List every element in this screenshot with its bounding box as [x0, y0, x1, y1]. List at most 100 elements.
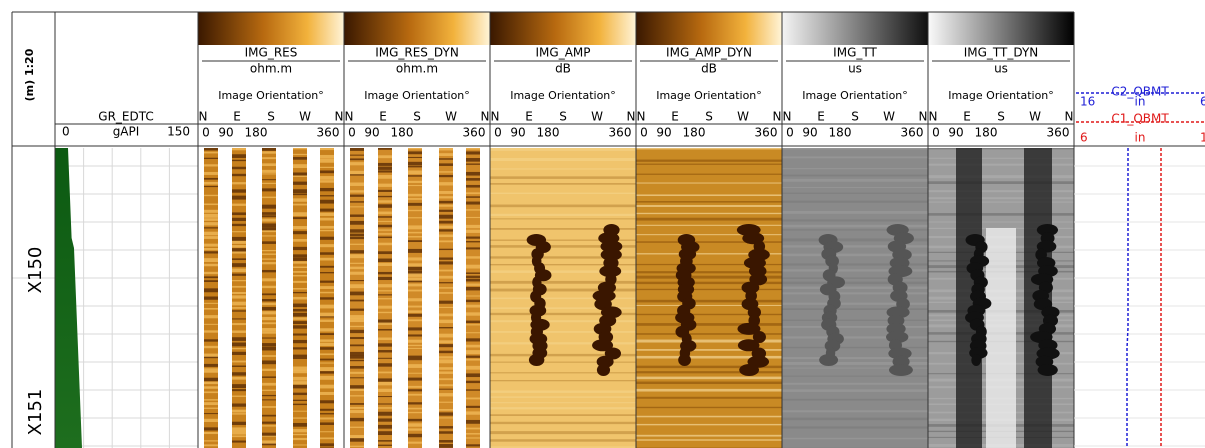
feature — [596, 364, 611, 376]
texture — [466, 171, 480, 176]
texture — [232, 236, 246, 241]
track-unit: ohm.m — [250, 62, 292, 76]
texture — [636, 205, 782, 207]
texture — [262, 425, 276, 427]
texture — [490, 320, 636, 323]
texture — [378, 170, 392, 173]
texture — [262, 253, 276, 255]
texture — [320, 154, 334, 159]
texture — [262, 435, 276, 437]
texture — [262, 258, 276, 260]
texture — [378, 200, 392, 203]
texture — [408, 263, 422, 267]
feature — [1037, 364, 1058, 376]
texture — [490, 312, 636, 316]
texture — [320, 431, 334, 433]
texture — [378, 440, 392, 442]
texture — [782, 174, 928, 177]
texture — [293, 410, 307, 412]
texture — [293, 325, 307, 329]
texture — [636, 355, 782, 359]
texture — [439, 229, 453, 232]
texture — [232, 263, 246, 267]
texture — [490, 192, 636, 194]
texture — [466, 397, 480, 400]
texture — [350, 250, 364, 254]
texture — [320, 212, 334, 216]
tick-label: 180 — [245, 126, 268, 140]
direction-label: N — [783, 110, 792, 124]
texture — [350, 403, 364, 405]
texture — [378, 183, 392, 187]
texture — [350, 365, 364, 369]
texture — [408, 151, 422, 155]
texture — [320, 280, 334, 283]
texture — [490, 245, 636, 248]
texture — [378, 224, 392, 228]
texture — [490, 218, 636, 220]
texture — [378, 431, 392, 436]
texture — [293, 366, 307, 371]
texture — [378, 305, 392, 309]
texture — [320, 252, 334, 255]
texture — [782, 148, 928, 150]
texture — [320, 358, 334, 361]
direction-label: S — [413, 110, 421, 124]
texture — [439, 431, 453, 434]
texture — [408, 193, 422, 197]
texture — [262, 311, 276, 315]
tick-label: 360 — [901, 126, 924, 140]
direction-label: N — [919, 110, 928, 124]
texture — [636, 381, 782, 385]
texture — [204, 444, 218, 447]
texture — [439, 367, 453, 370]
texture — [466, 286, 480, 291]
texture — [293, 246, 307, 251]
direction-label: S — [851, 110, 859, 124]
direction-label: S — [267, 110, 275, 124]
texture — [232, 351, 246, 355]
texture — [350, 201, 364, 203]
texture — [636, 148, 782, 150]
texture — [350, 406, 364, 409]
texture — [320, 437, 334, 440]
feature — [600, 248, 622, 261]
texture — [466, 184, 480, 188]
texture — [350, 243, 364, 245]
texture — [466, 278, 480, 282]
texture — [782, 168, 928, 170]
texture — [262, 218, 276, 222]
texture — [782, 269, 928, 272]
texture — [320, 195, 334, 197]
texture — [636, 224, 782, 226]
texture — [232, 440, 246, 443]
texture — [232, 173, 246, 177]
texture — [490, 280, 636, 284]
texture — [204, 315, 218, 319]
texture — [636, 271, 782, 274]
texture — [320, 304, 334, 309]
texture — [408, 428, 422, 431]
pad — [466, 148, 480, 448]
texture — [466, 264, 480, 269]
texture — [439, 300, 453, 304]
texture — [439, 257, 453, 260]
texture — [466, 338, 480, 342]
texture — [262, 285, 276, 289]
texture — [293, 198, 307, 202]
texture — [466, 411, 480, 415]
texture — [350, 190, 364, 193]
texture — [490, 361, 636, 363]
texture — [293, 354, 307, 358]
tick-label: 360 — [609, 126, 632, 140]
texture — [232, 337, 246, 341]
texture — [378, 298, 392, 300]
texture — [928, 163, 1074, 166]
texture — [232, 384, 246, 389]
texture — [204, 427, 218, 431]
texture — [928, 181, 1074, 184]
texture — [378, 396, 392, 398]
texture — [204, 307, 218, 310]
texture — [782, 308, 928, 310]
direction-label: E — [525, 110, 533, 124]
